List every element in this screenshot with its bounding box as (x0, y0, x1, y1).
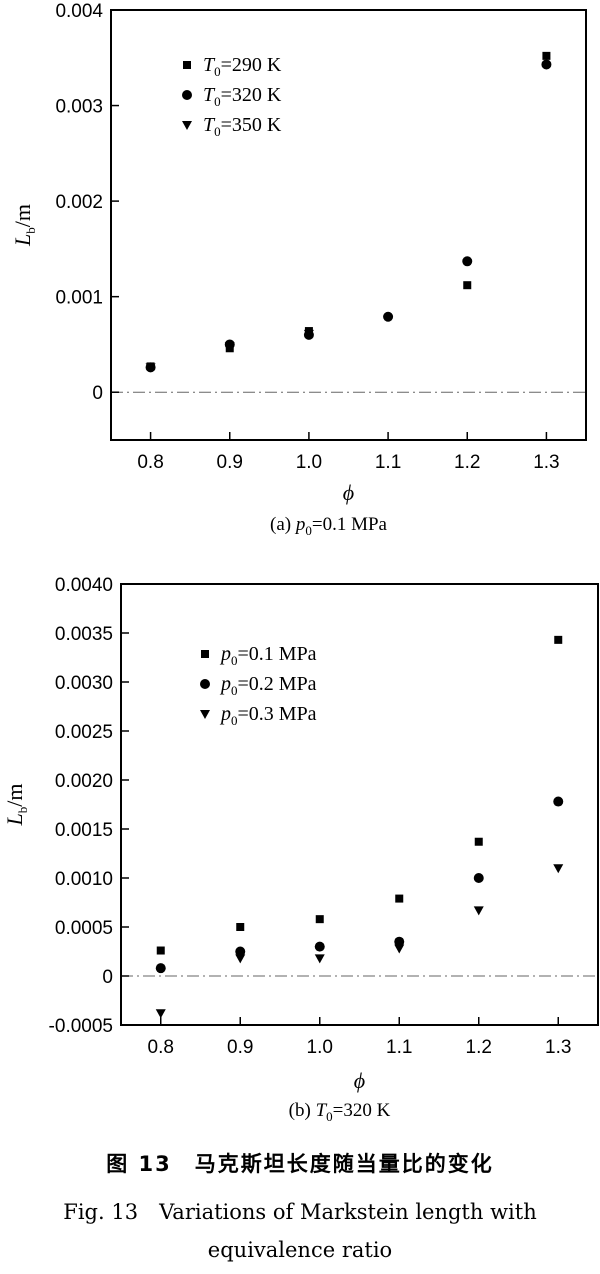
chart-b-point-triangle-down (155, 1009, 166, 1019)
chart-a-point-square (463, 281, 472, 290)
chart-a-point-triangle-down (303, 329, 314, 339)
chart-a-point-triangle-down (145, 363, 156, 373)
figure-caption-english-line2: equivalence ratio (207, 1238, 393, 1262)
figure-caption-chinese: 图 13 马克斯坦长度随当量比的变化 (106, 1152, 494, 1176)
chart-a-legend-entry: T0=290 K (203, 54, 282, 79)
chart-b-x-tick-label: 0.8 (148, 1037, 174, 1058)
chart-b-point-circle (155, 963, 166, 974)
chart-b-x-tick-label: 1.1 (386, 1037, 412, 1058)
chart-a-x-tick-label: 1.3 (533, 452, 559, 473)
chart-a-y-tick-label: 0.001 (55, 288, 103, 309)
chart-b-x-axis-label: ϕ (354, 1068, 365, 1093)
chart-a-point-circle (541, 59, 552, 70)
chart-a-subfigure-caption: (a) p0=0.1 MPa (270, 514, 388, 538)
chart-a-plot-frame (110, 9, 587, 441)
chart-a-legend-marker-square (183, 61, 191, 69)
chart-b-point-square (554, 635, 563, 644)
chart-b-point-square (315, 915, 324, 924)
chart-b-y-tick-label: 0.0005 (55, 918, 113, 939)
chart-b-point-square (395, 894, 404, 903)
chart-b-legend-entry: p0=0.1 MPa (219, 643, 317, 668)
chart-b-plot-frame (120, 583, 599, 1026)
chart-b-point-circle (314, 941, 325, 952)
chart-a-legend-marker-triangle-down (182, 121, 192, 130)
chart-b-point-circle (235, 946, 246, 957)
chart-a-legend-marker-circle (182, 90, 192, 100)
chart-b-x-tick-label: 1.0 (307, 1037, 333, 1058)
chart-b-point-circle (394, 936, 405, 947)
chart-b-subfigure-caption: (b) T0=320 K (289, 1100, 391, 1124)
chart-b-point-circle (553, 796, 564, 807)
chart-b: 0.8 0.9 1.0 1.1 1.2 1.3 -0.0005 0 0.0005 0.0010 0.… (2, 575, 599, 1124)
chart-a-y-axis-label: Lb/m (10, 204, 38, 247)
chart-b-y-axis-label: Lb/m (2, 784, 30, 827)
chart-a-y-tick-label: 0 (92, 383, 103, 404)
chart-a-x-tick-label: 0.8 (137, 452, 163, 473)
chart-b-point-triangle-down (235, 954, 246, 964)
chart-b-point-triangle-down (473, 906, 484, 916)
chart-b-y-tick-label: 0.0040 (55, 575, 113, 596)
chart-a-legend-entry: T0=350 K (203, 114, 282, 139)
chart-a-x-tick-label: 1.0 (296, 452, 322, 473)
chart-b-point-triangle-down (394, 944, 405, 954)
chart-b-x-tick-label: 1.3 (545, 1037, 571, 1058)
chart-a-y-tick-label: 0.004 (55, 1, 103, 22)
chart-b-legend-marker-triangle-down (200, 710, 210, 719)
chart-b-point-square (156, 946, 165, 955)
chart-b-point-circle (473, 873, 484, 883)
chart-b-legend-marker-square (201, 650, 209, 658)
chart-b-x-tick-label: 1.2 (466, 1037, 492, 1058)
chart-b-legend-entry: p0=0.3 MPa (219, 703, 317, 728)
chart-a-x-tick-label: 1.2 (454, 452, 480, 473)
chart-a-legend-entry: T0=320 K (203, 84, 282, 109)
chart-b-point-square (236, 923, 245, 931)
chart-b-x-tick-label: 0.9 (227, 1037, 253, 1058)
chart-b-legend-entry: p0=0.2 MPa (219, 673, 317, 698)
chart-a-point-triangle-down (224, 342, 235, 352)
chart-a-y-tick-label: 0.002 (55, 192, 103, 213)
chart-a-x-tick-label: 1.1 (375, 452, 401, 473)
chart-b-y-tick-label: 0.0025 (55, 722, 113, 743)
figure-caption-english-line1: Fig. 13 Variations of Markstein length w… (63, 1200, 537, 1224)
chart-a-point-square (542, 51, 551, 60)
chart-b-y-tick-label: 0.0010 (55, 869, 113, 890)
chart-a-x-axis-label: ϕ (343, 480, 354, 505)
chart-b-y-tick-label: 0.0020 (55, 771, 113, 792)
chart-b-y-tick-label: 0.0030 (55, 673, 113, 694)
chart-a-y-tick-label: 0.003 (55, 97, 103, 118)
chart-b-point-triangle-down (553, 864, 564, 874)
chart-a-x-tick-label: 0.9 (217, 452, 243, 473)
chart-a: 0.8 0.9 1.0 1.1 1.2 1.3 0 0.001 0.002 0.003 0.004 ϕ… (10, 1, 587, 538)
chart-b-legend-marker-circle (200, 679, 210, 689)
chart-b-y-tick-label: 0.0035 (55, 624, 113, 645)
chart-b-point-square (474, 837, 483, 846)
chart-b-y-tick-label: -0.0005 (49, 1016, 113, 1037)
chart-a-point-circle (383, 311, 394, 322)
chart-b-y-tick-label: 0.0015 (55, 820, 113, 841)
chart-b-point-triangle-down (314, 954, 325, 964)
chart-b-y-tick-label: 0 (102, 967, 113, 988)
chart-a-point-circle (462, 256, 473, 267)
